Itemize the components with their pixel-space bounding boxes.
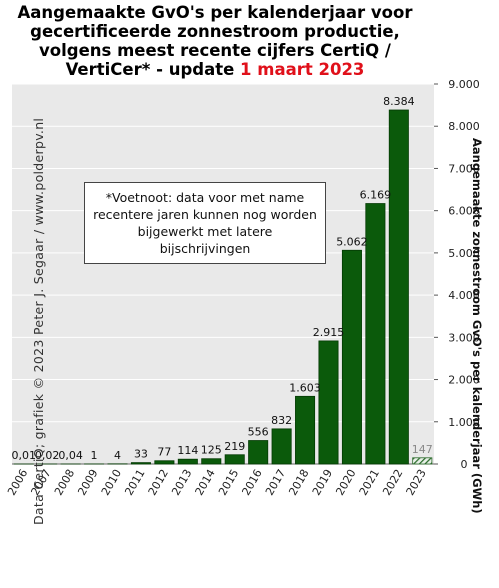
footnote-box: *Voetnoot: data voor met name recentere … [84, 182, 326, 264]
chart-title: Aangemaakte GvO's per kalenderjaar voor … [0, 3, 430, 79]
footnote-line-3: bijgewerkt met latere bijschrijvingen [137, 224, 273, 256]
value-label-2022: 8.384 [383, 95, 415, 108]
x-tick-label-2011: 2011 [122, 467, 147, 498]
title-line-2: gecertificeerde zonnestroom productie, [30, 22, 400, 41]
value-label-2020: 5.062 [336, 235, 368, 248]
source-credit: Data CertiQ; grafiek © 2023 Peter J. Seg… [31, 117, 46, 525]
x-tick-label-2016: 2016 [240, 467, 265, 498]
bar-2020 [341, 249, 362, 465]
bar-2016 [248, 440, 269, 465]
x-tick-label-2019: 2019 [310, 467, 335, 498]
x-tick-label-2006: 2006 [5, 467, 30, 498]
title-line-3: volgens meest recente cijfers CertiQ / [39, 41, 391, 60]
bars [13, 109, 433, 465]
y-tick-label: 6.000 [448, 205, 480, 218]
title-update-date: 1 maart 2023 [240, 60, 365, 79]
x-tick-label-2015: 2015 [216, 467, 241, 498]
x-tick-label-2013: 2013 [169, 467, 194, 498]
bar-2023 [412, 457, 433, 465]
y-axis-label: Aangemaakte zonnestroom GvO's per kalend… [470, 138, 484, 514]
bar-2018 [295, 395, 316, 465]
y-tick-label: 3.000 [448, 331, 480, 344]
bar-2012 [154, 460, 175, 465]
value-label-2007: 0,02 [35, 449, 60, 462]
x-tick-label-2008: 2008 [52, 467, 77, 498]
x-tick-label-2018: 2018 [286, 467, 311, 498]
value-label-2006: 0,01 [11, 449, 36, 462]
value-label-2013: 114 [177, 444, 198, 457]
x-tick-label-2023: 2023 [404, 467, 429, 498]
x-tick-label-2021: 2021 [357, 467, 382, 498]
x-tick-label-2009: 2009 [75, 467, 100, 498]
bar-2011 [130, 462, 151, 465]
value-label-2011: 33 [134, 448, 148, 461]
value-label-2016: 556 [248, 426, 269, 439]
bar-2015 [224, 454, 245, 465]
value-label-2023: 147 [412, 443, 433, 456]
footnote-line-1: *Voetnoot: data voor met name [105, 190, 305, 205]
value-label-2019: 2.915 [313, 326, 345, 339]
y-tick-label: 4.000 [448, 289, 480, 302]
x-tick-label-2017: 2017 [263, 467, 288, 498]
value-label-2014: 125 [201, 444, 222, 457]
x-tick-label-2022: 2022 [380, 467, 405, 498]
y-tick-labels: 0 1.000 2.000 3.000 4.000 5.000 6.000 7.000 8.00… [448, 78, 480, 471]
bar-2013 [177, 458, 198, 465]
value-label-2008: 0,04 [58, 449, 83, 462]
value-label-2015: 219 [224, 440, 245, 453]
bar-2021 [365, 203, 386, 465]
value-label-2012: 77 [157, 446, 171, 459]
value-label-2017: 832 [271, 414, 292, 427]
x-tick-label-2020: 2020 [333, 467, 358, 498]
value-label-2010: 4 [114, 449, 121, 462]
y-tick-label: 9.000 [448, 78, 480, 91]
y-tick-label: 7.000 [448, 162, 480, 175]
title-line-4: VertiCer* - update 1 maart 2023 [0, 60, 430, 79]
y-tick-label: 5.000 [448, 247, 480, 260]
x-tick-label-2010: 2010 [99, 467, 124, 498]
y-tick-label: 1.000 [448, 416, 480, 429]
bar-2014 [201, 458, 222, 465]
bar-2022 [388, 109, 409, 465]
y-tick-label: 0 [461, 458, 468, 471]
title-line-4-text: VertiCer* - update [65, 60, 241, 79]
x-tick-labels: 2006200720082009201020112012201320142015… [5, 467, 429, 498]
x-tick-label-2014: 2014 [193, 467, 218, 498]
x-tick-label-2012: 2012 [146, 467, 171, 498]
value-label-2018: 1.603 [289, 381, 321, 394]
footnote-line-2: recentere jaren kunnen nog worden [93, 207, 317, 222]
value-label-2021: 6.169 [360, 189, 392, 202]
y-tick-label: 8.000 [448, 120, 480, 133]
y-tick-label: 2.000 [448, 374, 480, 387]
value-label-2009: 1 [91, 449, 98, 462]
title-line-1: Aangemaakte GvO's per kalenderjaar voor [17, 3, 413, 22]
bar-2019 [318, 340, 339, 465]
bar-2017 [271, 428, 292, 465]
plot-area [12, 84, 434, 464]
